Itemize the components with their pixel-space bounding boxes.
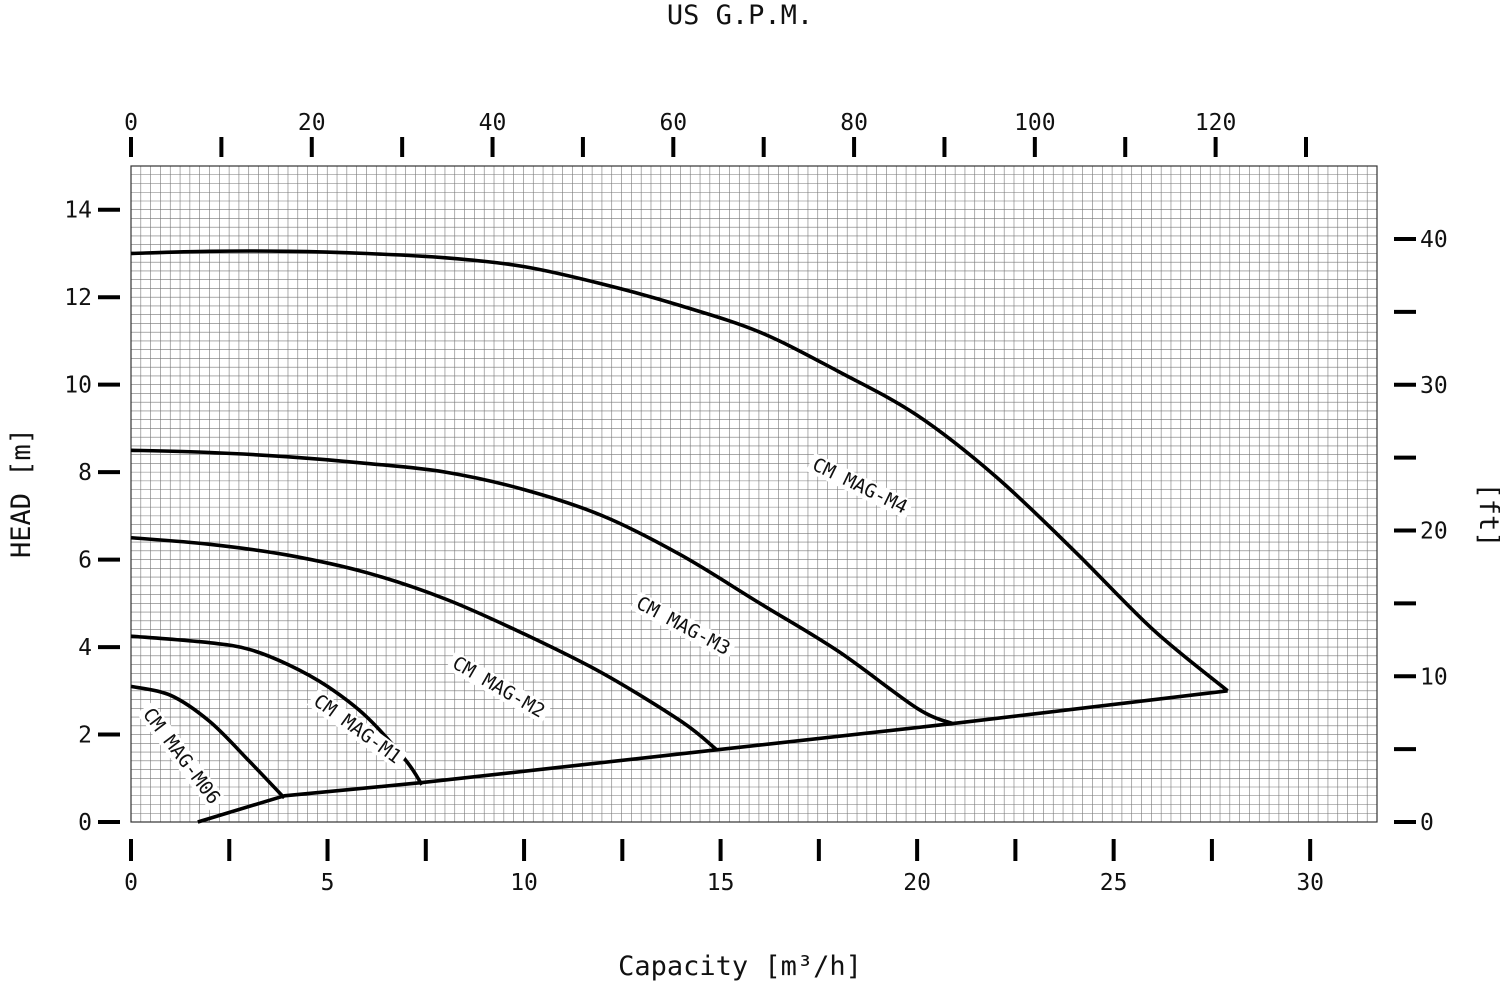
- top-tick-label: 80: [840, 110, 868, 136]
- curve-label-group: CM MAG-M3: [629, 591, 737, 661]
- curve-labels: CM MAG-M06 CM MAG-M1 CM MAG-M2 CM MAG-M3 CM …: [136, 452, 914, 811]
- top-tick-label: 40: [479, 110, 507, 136]
- y-tick-label: 0: [78, 810, 92, 836]
- curve-cm-mag-m2: [130, 535, 718, 752]
- curve-cm-mag-m06: [130, 684, 286, 800]
- grid-lines: [130, 165, 1378, 823]
- curve-label-group: CM MAG-M06: [136, 701, 227, 811]
- right-tick-label: 30: [1420, 373, 1448, 399]
- top-tick-label: 20: [298, 110, 326, 136]
- curve-label: CM MAG-M2: [448, 652, 548, 723]
- axis-titles: US G.P.M. Capacity [m³/h] HEAD [m] [ft]: [6, 0, 1500, 982]
- curve-label-group: CM MAG-M2: [445, 651, 552, 724]
- right-tick-label: 20: [1420, 519, 1448, 545]
- y-tick-label: 8: [78, 460, 92, 486]
- curve-label: CM MAG-M1: [309, 690, 405, 768]
- right-tick-label: 0: [1420, 810, 1434, 836]
- x-tick-label: 15: [707, 870, 735, 896]
- curve-label-bg: [445, 651, 552, 724]
- x-tick-label: 10: [510, 870, 538, 896]
- x-tick-label: 25: [1100, 870, 1128, 896]
- curve-cm-mag-m3: [130, 448, 954, 726]
- grid: [130, 165, 1378, 823]
- y-tick-label: 2: [78, 723, 92, 749]
- curve-cm-mag-m4: [130, 249, 1229, 693]
- curve-label-group: CM MAG-M4: [805, 452, 914, 520]
- top-tick-label: 120: [1195, 110, 1237, 136]
- top-tick-label: 60: [659, 110, 687, 136]
- curve-label-group: CM MAG-M1: [306, 688, 408, 770]
- top-axis-title: US G.P.M.: [667, 0, 813, 31]
- x-tick-label: 20: [903, 870, 931, 896]
- top-tick-label: 0: [124, 110, 138, 136]
- axes: 0 5 10 15 20 25 30 0 20 40 60 80 100 120 0 2 4 6 8 10 12 14 0 1…: [64, 110, 1447, 896]
- y-axis-title: HEAD [m]: [6, 428, 37, 558]
- y-tick-label: 14: [64, 198, 92, 224]
- plot-frame: [130, 165, 1378, 823]
- y-tick-label: 12: [64, 285, 92, 311]
- curve-label-bg: [306, 688, 408, 770]
- right-axis-title: [ft]: [1473, 482, 1500, 547]
- efficiency-limit-line: [197, 689, 1228, 824]
- top-tick-label: 100: [1014, 110, 1056, 136]
- x-tick-label: 30: [1296, 870, 1324, 896]
- curve-label: CM MAG-M06: [138, 704, 224, 809]
- series: [130, 249, 1229, 824]
- curve-label: CM MAG-M3: [633, 592, 734, 660]
- x-tick-label: 5: [321, 870, 335, 896]
- y-tick-label: 4: [78, 635, 92, 661]
- right-tick-label: 10: [1420, 664, 1448, 690]
- x-tick-label: 0: [124, 870, 138, 896]
- x-axis-title: Capacity [m³/h]: [618, 951, 862, 982]
- curve-label-bg: [805, 452, 914, 520]
- curve-label-bg: [136, 701, 227, 811]
- y-tick-label: 6: [78, 548, 92, 574]
- y-tick-label: 10: [64, 373, 92, 399]
- right-tick-label: 40: [1420, 227, 1448, 253]
- curve-label-bg: [629, 591, 737, 661]
